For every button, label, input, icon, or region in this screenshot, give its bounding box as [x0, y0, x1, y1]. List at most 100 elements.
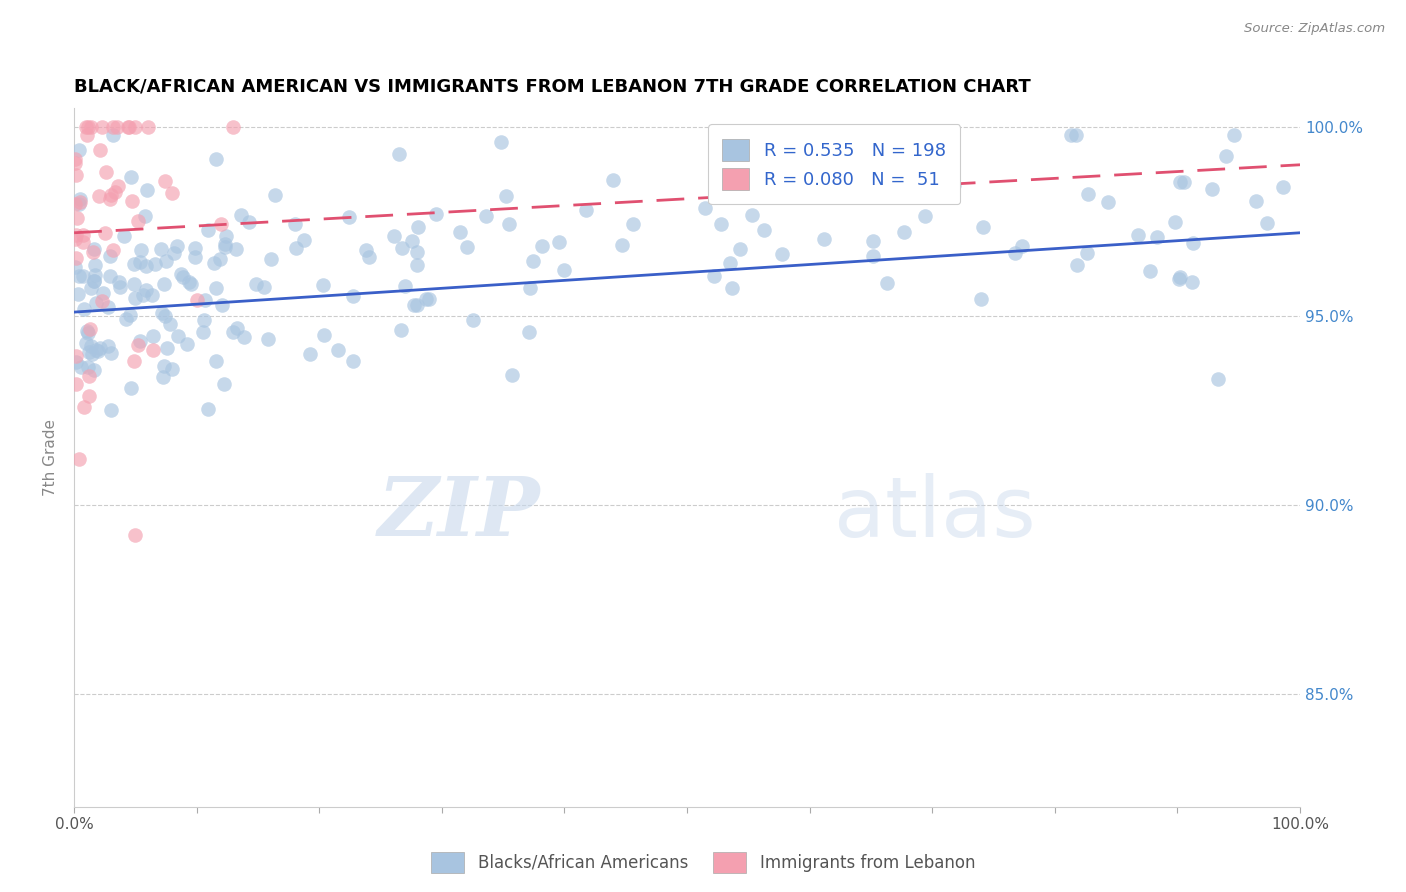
Point — [75, 120, 97, 134]
Point — [101, 243, 124, 257]
Text: Source: ZipAtlas.com: Source: ZipAtlas.com — [1244, 22, 1385, 36]
Point — [120, 381, 142, 395]
Point — [120, 170, 142, 185]
Point — [177, 276, 200, 290]
Point — [143, 257, 166, 271]
Point — [406, 297, 429, 311]
Text: ZIP: ZIP — [377, 474, 540, 553]
Point — [972, 220, 994, 235]
Point — [553, 263, 575, 277]
Point — [214, 236, 236, 251]
Point — [166, 239, 188, 253]
Point — [65, 232, 87, 246]
Point — [136, 183, 159, 197]
Point — [67, 143, 90, 157]
Point — [212, 376, 235, 391]
Point — [118, 120, 141, 134]
Point — [93, 286, 115, 301]
Point — [1181, 275, 1204, 289]
Point — [105, 120, 128, 134]
Point — [1097, 195, 1119, 210]
Point — [100, 346, 122, 360]
Point — [215, 229, 238, 244]
Point — [136, 120, 159, 134]
Point — [129, 244, 152, 258]
Point — [1164, 215, 1187, 229]
Point — [475, 210, 498, 224]
Point — [89, 341, 111, 355]
Point — [65, 251, 87, 265]
Point — [575, 202, 598, 217]
Point — [1168, 175, 1191, 189]
Point — [97, 301, 120, 315]
Point — [401, 234, 423, 248]
Point — [172, 269, 194, 284]
Point — [176, 336, 198, 351]
Point — [100, 188, 122, 202]
Point — [222, 120, 245, 134]
Point — [284, 241, 307, 255]
Point — [72, 268, 94, 283]
Point — [1066, 258, 1088, 272]
Point — [77, 120, 100, 134]
Point — [425, 207, 447, 221]
Point — [491, 135, 513, 149]
Point — [84, 258, 107, 272]
Point — [621, 217, 644, 231]
Point — [342, 289, 364, 303]
Point — [748, 185, 770, 199]
Point — [1206, 371, 1229, 385]
Point — [121, 194, 143, 208]
Point — [1064, 128, 1087, 142]
Point — [238, 215, 260, 229]
Point — [89, 189, 111, 203]
Point — [132, 288, 155, 302]
Point — [80, 120, 103, 134]
Point — [69, 360, 91, 375]
Point — [129, 334, 152, 348]
Point — [118, 308, 141, 322]
Point — [610, 238, 633, 252]
Point — [104, 185, 127, 199]
Point — [186, 293, 208, 307]
Point — [202, 256, 225, 270]
Point — [337, 210, 360, 224]
Legend: R = 0.535   N = 198, R = 0.080   N =  51: R = 0.535 N = 198, R = 0.080 N = 51 — [709, 124, 960, 204]
Point — [193, 313, 215, 327]
Point — [108, 280, 131, 294]
Point — [169, 267, 191, 281]
Point — [142, 343, 165, 357]
Point — [245, 277, 267, 291]
Point — [741, 208, 763, 222]
Point — [1060, 128, 1083, 142]
Point — [122, 257, 145, 271]
Point — [153, 310, 176, 324]
Point — [124, 291, 146, 305]
Point — [260, 252, 283, 267]
Point — [222, 326, 245, 340]
Point — [77, 389, 100, 403]
Point — [703, 269, 725, 284]
Point — [284, 217, 307, 231]
Point — [82, 347, 104, 361]
Legend: Blacks/African Americans, Immigrants from Lebanon: Blacks/African Americans, Immigrants fro… — [425, 846, 981, 880]
Point — [160, 186, 183, 201]
Point — [406, 219, 429, 234]
Y-axis label: 7th Grade: 7th Grade — [44, 419, 58, 496]
Point — [83, 274, 105, 288]
Point — [155, 174, 177, 188]
Point — [718, 256, 741, 270]
Point — [96, 165, 118, 179]
Point — [498, 217, 520, 231]
Point — [150, 306, 173, 320]
Point — [184, 250, 207, 264]
Point — [292, 234, 315, 248]
Point — [112, 229, 135, 244]
Point — [94, 226, 117, 240]
Point — [124, 528, 146, 542]
Point — [155, 254, 177, 268]
Point — [67, 269, 90, 284]
Point — [415, 292, 437, 306]
Point — [73, 302, 96, 317]
Point — [205, 152, 228, 166]
